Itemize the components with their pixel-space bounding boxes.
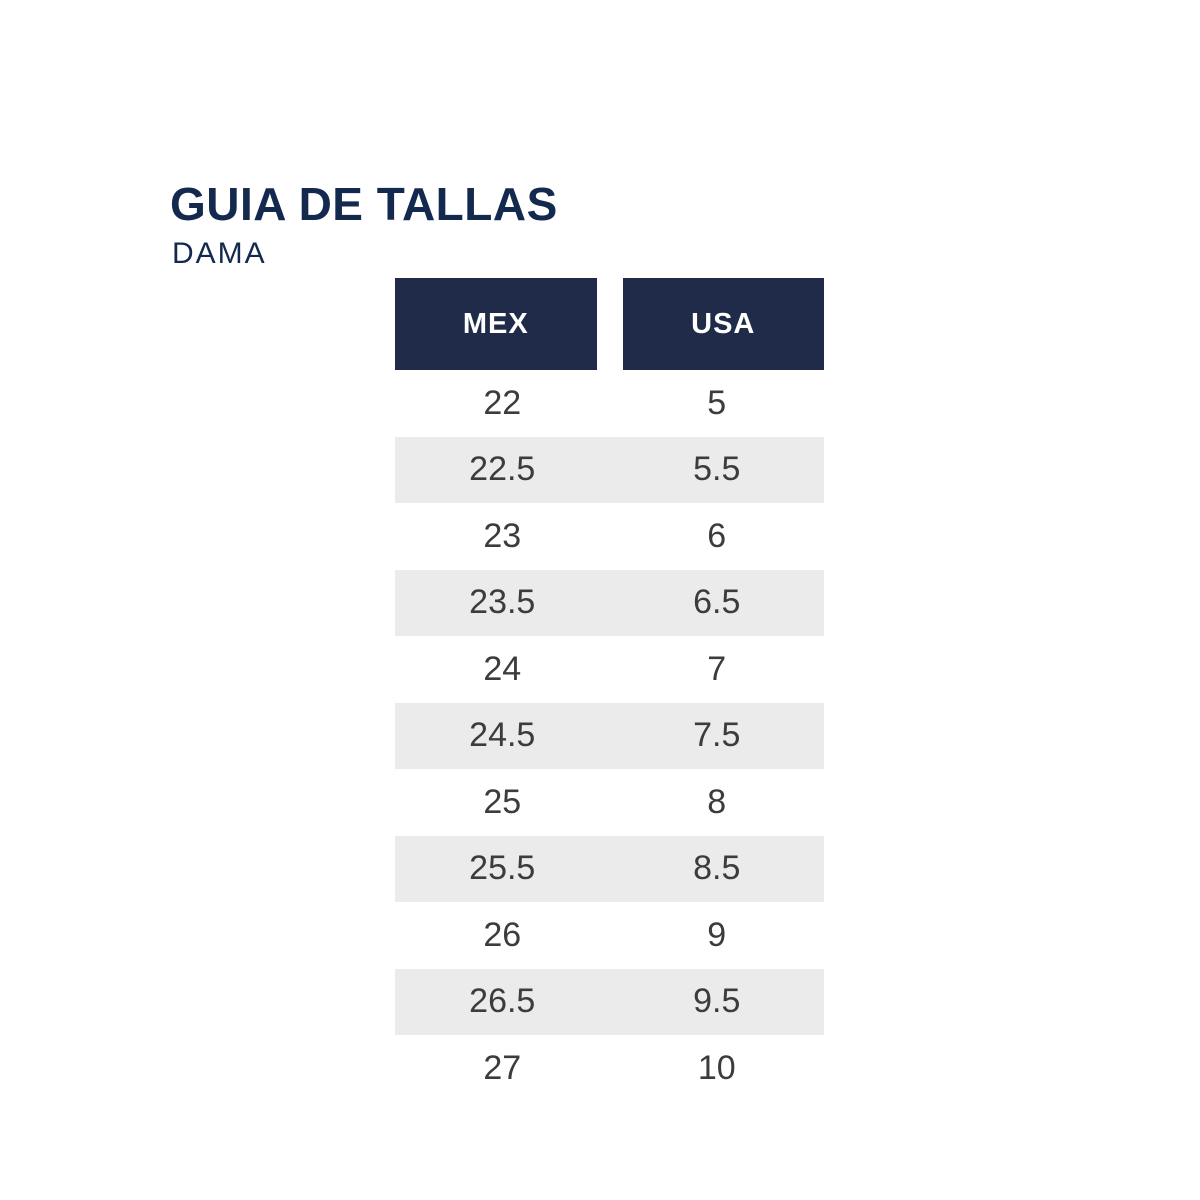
mex-cell: 24.5 — [469, 716, 536, 755]
mex-cell: 23 — [483, 516, 522, 555]
usa-cell: 5 — [707, 383, 727, 422]
table-row: 24 7 — [395, 636, 824, 703]
usa-cell: 5.5 — [693, 450, 741, 489]
mex-cell: 22 — [483, 383, 522, 422]
table-row: 23.5 6.5 — [395, 569, 824, 636]
table-row: 23 6 — [395, 503, 824, 570]
table-row: 26.5 9.5 — [395, 968, 824, 1035]
usa-cell: 10 — [697, 1048, 736, 1087]
table-row: 25 8 — [395, 769, 824, 836]
mex-cell: 26 — [483, 915, 522, 954]
table-row: 24.5 7.5 — [395, 702, 824, 769]
usa-cell: 7 — [707, 649, 727, 688]
column-header-usa: USA — [622, 278, 824, 370]
usa-cell: 6 — [707, 516, 727, 555]
size-guide-table: MEX USA 22 5 22.5 5.5 23 6 23.5 6.5 24 7 — [395, 278, 824, 1102]
page-subtitle: DAMA — [172, 237, 267, 270]
usa-cell: 6.5 — [693, 583, 741, 622]
page-title: GUIA DE TALLAS — [170, 178, 558, 230]
mex-cell: 26.5 — [469, 982, 536, 1021]
mex-cell: 23.5 — [469, 583, 536, 622]
usa-cell: 8.5 — [693, 849, 741, 888]
usa-cell: 8 — [707, 782, 727, 821]
usa-cell: 9.5 — [693, 982, 741, 1021]
usa-cell: 7.5 — [693, 716, 741, 755]
mex-cell: 24 — [483, 649, 522, 688]
table-row: 25.5 8.5 — [395, 835, 824, 902]
table-row: 26 9 — [395, 902, 824, 969]
usa-cell: 9 — [707, 915, 727, 954]
table-header-row: MEX USA — [395, 278, 824, 370]
table-body: 22 5 22.5 5.5 23 6 23.5 6.5 24 7 24.5 7.… — [395, 370, 824, 1102]
mex-cell: 25 — [483, 782, 522, 821]
mex-cell: 27 — [483, 1048, 522, 1087]
mex-cell: 22.5 — [469, 450, 536, 489]
mex-cell: 25.5 — [469, 849, 536, 888]
table-row: 27 10 — [395, 1035, 824, 1102]
table-row: 22 5 — [395, 370, 824, 437]
column-header-mex: MEX — [395, 278, 597, 370]
table-row: 22.5 5.5 — [395, 436, 824, 503]
